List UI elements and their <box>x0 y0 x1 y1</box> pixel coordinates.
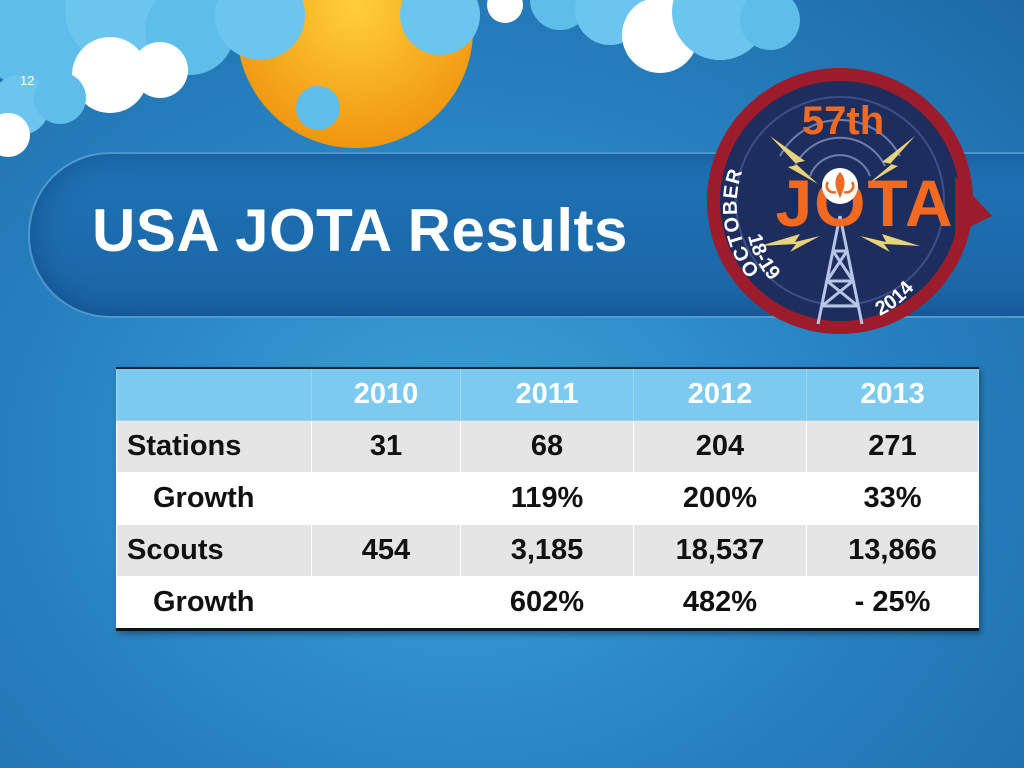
slide-number: 12 <box>20 73 35 88</box>
table-header-row: 2010 2011 2012 2013 <box>116 367 979 421</box>
table-row: Scouts 454 3,185 18,537 13,866 <box>116 524 979 577</box>
radio-tower-icon <box>816 215 864 325</box>
header-2013: 2013 <box>806 367 979 421</box>
table-cell: 18,537 <box>633 524 807 577</box>
sky-decoration <box>0 0 800 157</box>
table-row: Stations 31 68 204 271 <box>116 420 979 473</box>
header-2011: 2011 <box>460 367 634 421</box>
table-cell: 13,866 <box>806 524 979 577</box>
table-row: Growth 602% 482% - 25% <box>116 576 979 631</box>
table-cell: 119% <box>460 472 634 525</box>
table-cell: 31 <box>311 420 461 473</box>
table-cell: 68 <box>460 420 634 473</box>
table-cell: 3,185 <box>460 524 634 577</box>
table-cell <box>311 576 461 631</box>
table-cell: 200% <box>633 472 807 525</box>
row-label: Growth <box>116 472 312 525</box>
header-corner <box>116 367 312 421</box>
header-2010: 2010 <box>311 367 461 421</box>
header-2012: 2012 <box>633 367 807 421</box>
table-cell: 204 <box>633 420 807 473</box>
table-cell: - 25% <box>806 576 979 631</box>
table-cell: 602% <box>460 576 634 631</box>
lightning-bolt-icon <box>760 136 920 252</box>
fleur-de-lis-icon <box>822 168 858 204</box>
results-table: 2010 2011 2012 2013 Stations 31 68 204 2… <box>116 367 979 631</box>
row-label: Stations <box>116 420 312 473</box>
cloud-icon <box>487 0 800 73</box>
jota-logo: 57th JOTA OCTOBER 18-19 2014 <box>707 68 992 334</box>
row-label: Growth <box>116 576 312 631</box>
slide-title: USA JOTA Results <box>92 197 628 264</box>
table-cell: 454 <box>311 524 461 577</box>
table-row: Growth 119% 200% 33% <box>116 472 979 525</box>
row-label: Scouts <box>116 524 312 577</box>
table-cell: 33% <box>806 472 979 525</box>
logo-name: JOTA <box>775 166 954 240</box>
table-cell: 482% <box>633 576 807 631</box>
results-table-container: 2010 2011 2012 2013 Stations 31 68 204 2… <box>116 367 979 631</box>
cloud-icon <box>0 0 480 157</box>
table-cell: 271 <box>806 420 979 473</box>
table-cell <box>311 472 461 525</box>
logo-edition: 57th <box>802 99 884 143</box>
